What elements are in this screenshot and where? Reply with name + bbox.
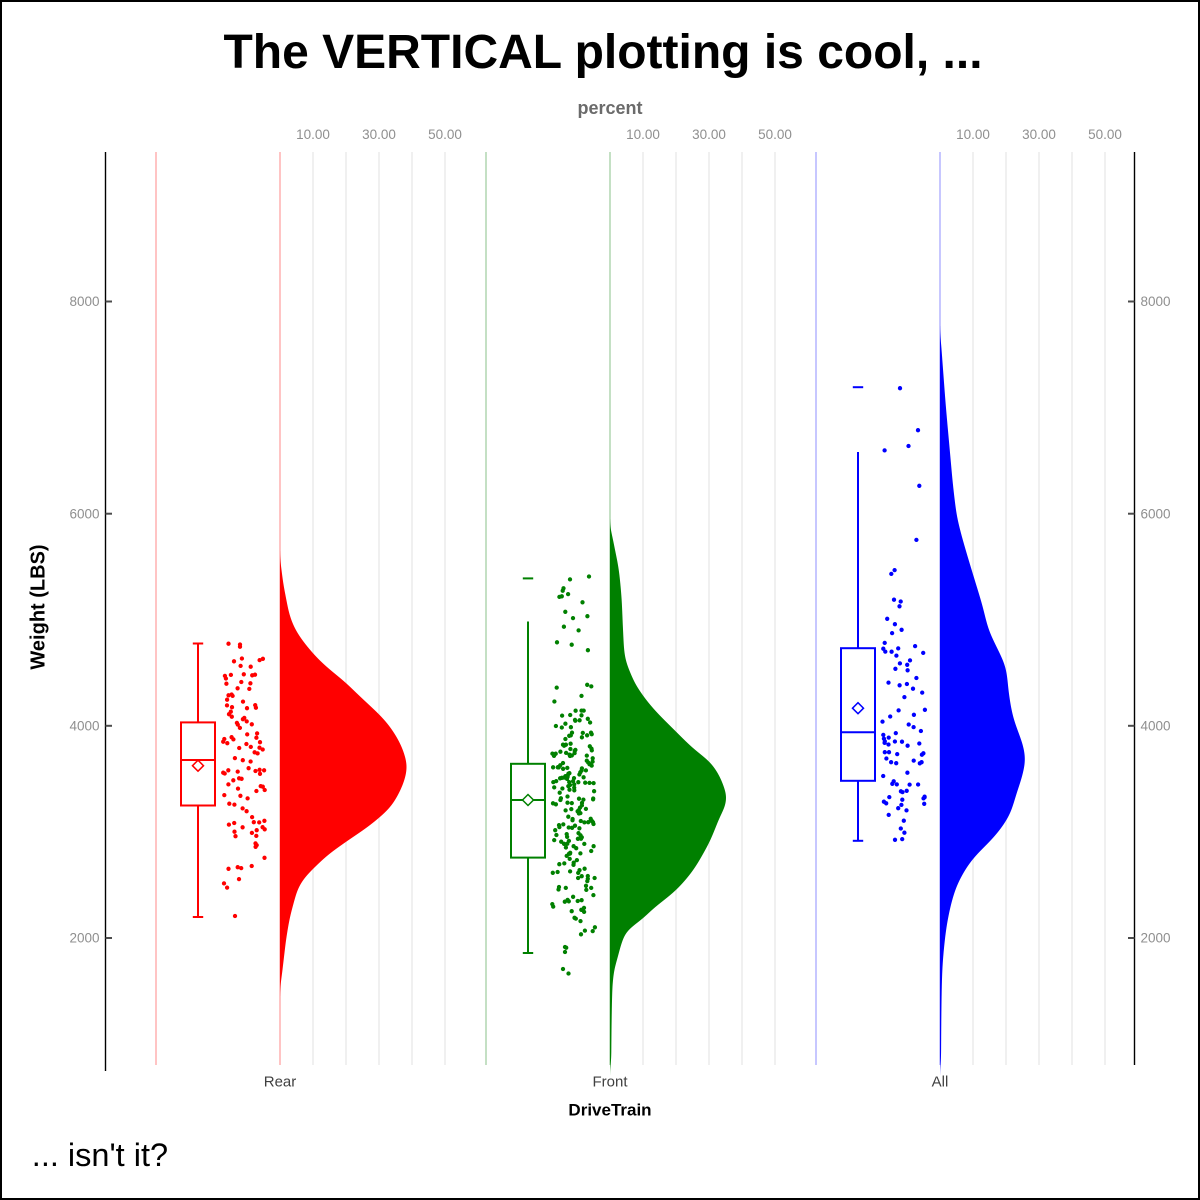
svg-text:DriveTrain: DriveTrain [568, 1101, 651, 1120]
svg-text:10.00: 10.00 [626, 127, 660, 142]
svg-text:50.00: 50.00 [758, 127, 792, 142]
svg-text:30.00: 30.00 [692, 127, 726, 142]
svg-text:30.00: 30.00 [362, 127, 396, 142]
svg-text:4000: 4000 [69, 719, 99, 734]
svg-text:10.00: 10.00 [296, 127, 330, 142]
svg-text:2000: 2000 [1141, 931, 1171, 946]
svg-text:Front: Front [592, 1074, 628, 1091]
svg-text:8000: 8000 [1141, 294, 1171, 309]
svg-text:50.00: 50.00 [428, 127, 462, 142]
svg-text:6000: 6000 [69, 506, 99, 521]
svg-text:8000: 8000 [69, 294, 99, 309]
svg-text:30.00: 30.00 [1022, 127, 1056, 142]
svg-text:The VERTICAL plotting is cool,: The VERTICAL plotting is cool, ... [223, 26, 982, 79]
svg-text:10.00: 10.00 [956, 127, 990, 142]
svg-text:2000: 2000 [69, 931, 99, 946]
svg-text:All: All [932, 1074, 949, 1091]
svg-text:4000: 4000 [1141, 719, 1171, 734]
svg-text:Rear: Rear [264, 1074, 297, 1091]
svg-text:... isn't it?: ... isn't it? [32, 1137, 168, 1173]
svg-text:percent: percent [577, 98, 642, 118]
svg-text:50.00: 50.00 [1088, 127, 1122, 142]
svg-text:Weight (LBS): Weight (LBS) [28, 544, 50, 669]
svg-text:6000: 6000 [1141, 506, 1171, 521]
